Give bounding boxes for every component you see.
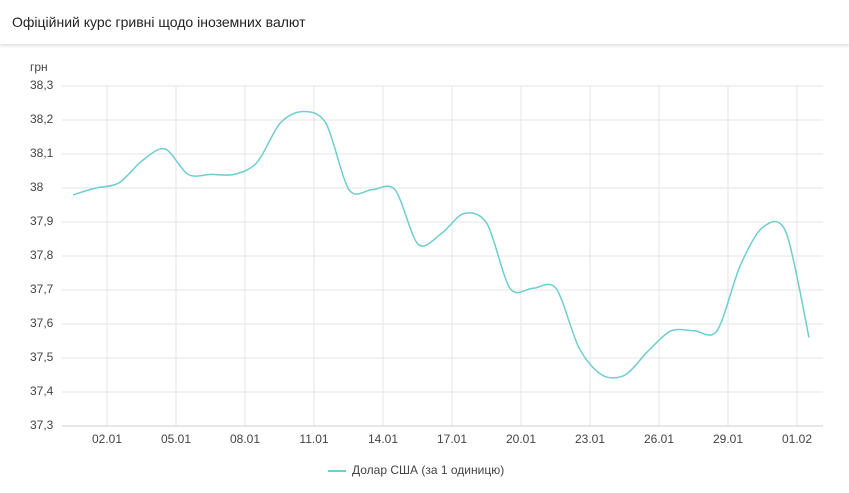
y-tick-label: 38 bbox=[30, 180, 44, 194]
x-tick-label: 17.01 bbox=[437, 432, 467, 446]
x-tick-label: 05.01 bbox=[161, 432, 191, 446]
y-tick-label: 37,9 bbox=[30, 214, 54, 228]
y-tick-label: 37,5 bbox=[30, 350, 54, 364]
y-tick-label: 37,7 bbox=[30, 282, 54, 296]
y-tick-label: 37,8 bbox=[30, 248, 54, 262]
x-tick-label: 20.01 bbox=[506, 432, 536, 446]
x-tick-label: 11.01 bbox=[299, 432, 328, 446]
x-tick-label: 01.02 bbox=[782, 432, 812, 446]
y-tick-label: 37,3 bbox=[30, 418, 54, 432]
x-tick-label: 23.01 bbox=[575, 432, 605, 446]
x-tick-label: 08.01 bbox=[230, 432, 260, 446]
x-tick-label: 02.01 bbox=[92, 432, 122, 446]
y-tick-label: 37,6 bbox=[30, 316, 54, 330]
y-tick-label: 37,4 bbox=[30, 384, 54, 398]
y-tick-label: 38,2 bbox=[30, 112, 54, 126]
series-line bbox=[72, 110, 810, 379]
x-tick-label: 14.01 bbox=[368, 432, 398, 446]
legend-label: Долар США (за 1 одиницю) bbox=[352, 463, 504, 477]
y-tick-label: 38,1 bbox=[30, 146, 54, 160]
chart-title: Офіційний курс гривні щодо іноземних вал… bbox=[0, 0, 849, 44]
y-tick-label: 38,3 bbox=[30, 78, 54, 92]
x-tick-label: 26.01 bbox=[644, 432, 674, 446]
y-axis-label: грн bbox=[30, 60, 48, 74]
x-tick-label: 29.01 bbox=[713, 432, 743, 446]
